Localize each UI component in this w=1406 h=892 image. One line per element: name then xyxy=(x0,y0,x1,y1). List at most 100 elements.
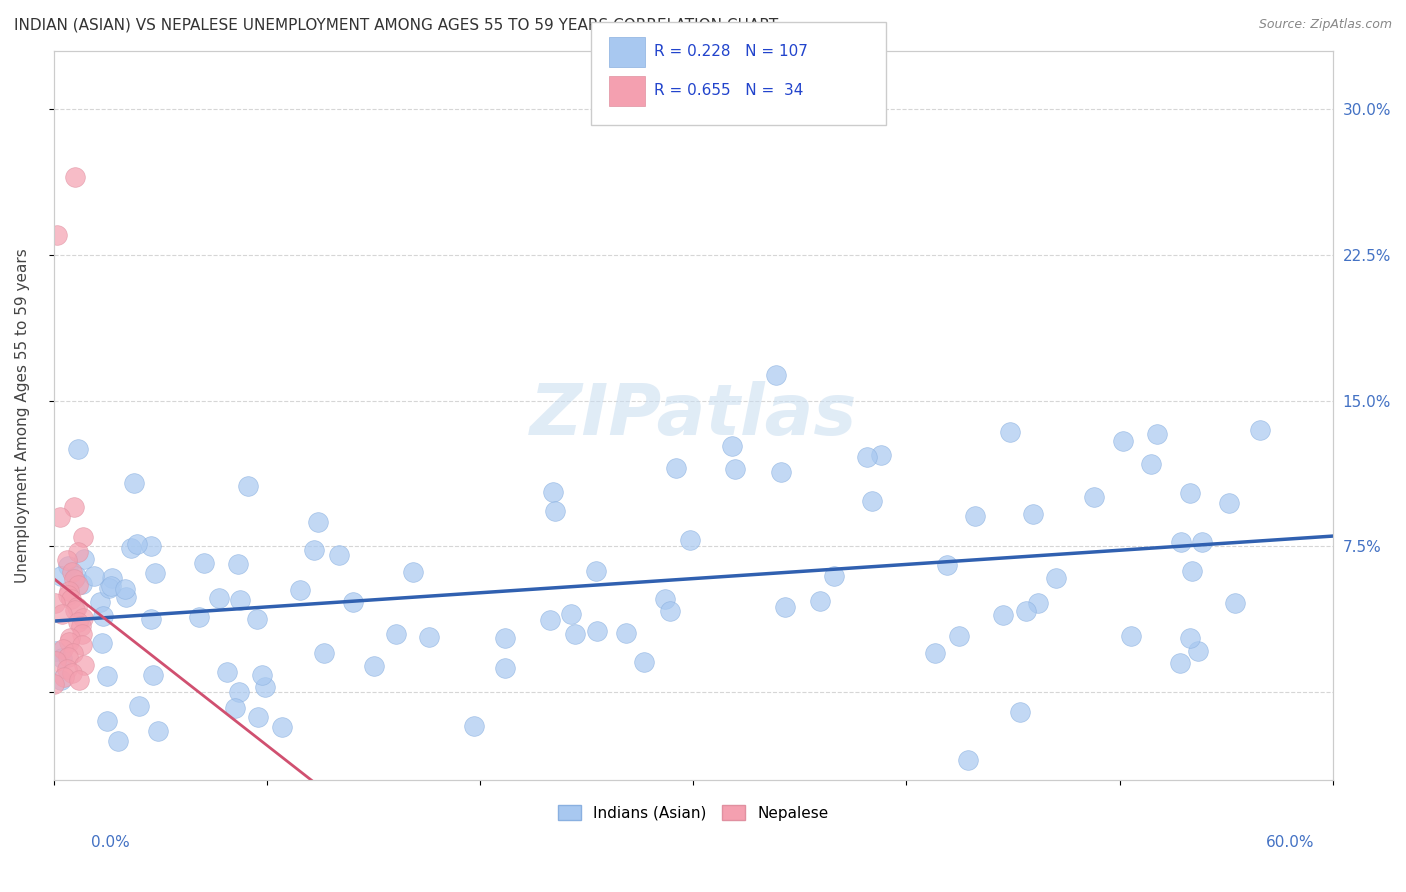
Point xyxy=(228,685,250,699)
Point xyxy=(122,475,145,490)
Point xyxy=(1180,631,1202,645)
Point xyxy=(342,595,364,609)
Point xyxy=(679,533,702,547)
Point xyxy=(998,425,1021,439)
Point xyxy=(62,646,84,660)
Point xyxy=(44,596,66,610)
Point xyxy=(1014,604,1036,618)
Point xyxy=(56,553,79,567)
Point xyxy=(957,752,980,766)
Point xyxy=(89,595,111,609)
Point xyxy=(302,542,325,557)
Point xyxy=(42,677,65,691)
Point xyxy=(56,662,79,676)
Point xyxy=(312,647,335,661)
Point xyxy=(1187,644,1209,658)
Point xyxy=(1223,596,1246,610)
Point xyxy=(250,668,273,682)
Point xyxy=(69,619,91,633)
Point xyxy=(633,655,655,669)
Point xyxy=(63,500,86,515)
Point xyxy=(665,461,688,475)
Point xyxy=(66,615,89,629)
Point xyxy=(114,582,136,596)
Point xyxy=(1119,629,1142,643)
Point xyxy=(538,613,561,627)
Text: 60.0%: 60.0% xyxy=(1267,836,1315,850)
Point xyxy=(73,657,96,672)
Point xyxy=(328,548,350,562)
Point xyxy=(45,654,67,668)
Point xyxy=(67,578,90,592)
Point xyxy=(146,724,169,739)
Point xyxy=(101,571,124,585)
Point xyxy=(1045,571,1067,585)
Point xyxy=(385,627,408,641)
Point xyxy=(363,659,385,673)
Point xyxy=(63,603,86,617)
Point xyxy=(1191,534,1213,549)
Point xyxy=(585,564,607,578)
Point xyxy=(1170,535,1192,549)
Point xyxy=(659,604,682,618)
Point xyxy=(1181,564,1204,578)
Point xyxy=(402,565,425,579)
Point xyxy=(290,583,312,598)
Point xyxy=(769,466,792,480)
Point xyxy=(56,650,79,665)
Point xyxy=(46,228,69,243)
Point xyxy=(217,665,239,679)
Point xyxy=(139,539,162,553)
Point xyxy=(187,610,209,624)
Point xyxy=(1168,656,1191,670)
Point xyxy=(654,592,676,607)
Point xyxy=(870,448,893,462)
Point xyxy=(948,629,970,643)
Text: R = 0.228   N = 107: R = 0.228 N = 107 xyxy=(654,45,807,59)
Point xyxy=(614,626,637,640)
Point xyxy=(224,701,246,715)
Point xyxy=(51,650,73,665)
Point xyxy=(1008,706,1031,720)
Point xyxy=(107,733,129,747)
Point xyxy=(1180,486,1202,500)
Point xyxy=(139,612,162,626)
Text: INDIAN (ASIAN) VS NEPALESE UNEMPLOYMENT AMONG AGES 55 TO 59 YEARS CORRELATION CH: INDIAN (ASIAN) VS NEPALESE UNEMPLOYMENT … xyxy=(14,18,779,33)
Point xyxy=(418,630,440,644)
Point xyxy=(73,552,96,566)
Point xyxy=(96,669,118,683)
Point xyxy=(143,566,166,580)
Point xyxy=(98,581,121,595)
Point xyxy=(125,537,148,551)
Text: ZIPatlas: ZIPatlas xyxy=(530,381,856,450)
Point xyxy=(72,530,94,544)
Point xyxy=(193,556,215,570)
Point xyxy=(238,478,260,492)
Point xyxy=(247,710,270,724)
Point xyxy=(721,439,744,453)
Point xyxy=(560,607,582,622)
Point xyxy=(226,557,249,571)
Point xyxy=(67,442,90,457)
Point xyxy=(115,590,138,604)
Point xyxy=(120,541,142,556)
Point xyxy=(142,668,165,682)
Point xyxy=(1022,508,1045,522)
Point xyxy=(70,577,93,591)
Point xyxy=(228,593,250,607)
Point xyxy=(72,611,94,625)
Point xyxy=(93,608,115,623)
Point xyxy=(72,639,94,653)
Point xyxy=(65,169,87,184)
Point xyxy=(49,569,72,583)
Point xyxy=(1140,457,1163,471)
Point xyxy=(63,573,86,587)
Point xyxy=(45,644,67,658)
Point xyxy=(773,600,796,615)
Point xyxy=(1083,491,1105,505)
Point xyxy=(83,569,105,583)
Point xyxy=(56,558,79,573)
Point xyxy=(66,599,89,614)
Point xyxy=(48,510,70,524)
Point xyxy=(463,719,485,733)
